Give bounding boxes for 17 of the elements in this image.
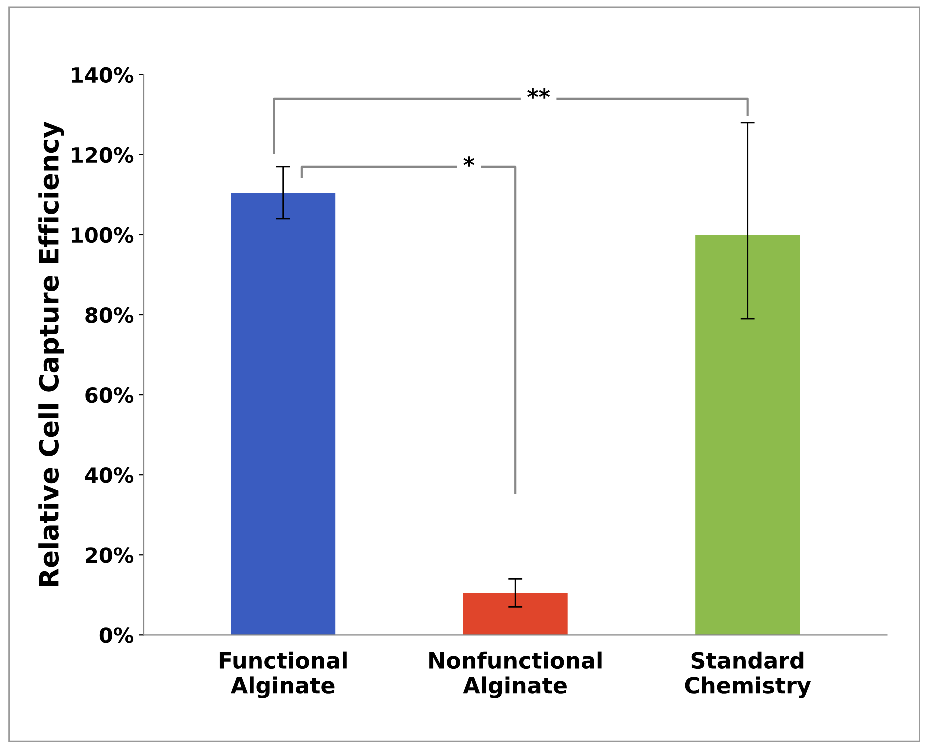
y-tick-label: 80%: [86, 307, 134, 324]
y-tick-label: 20%: [86, 548, 134, 564]
y-axis-title: Relative Cell Capture Efficiency: [38, 122, 64, 586]
bar: [463, 593, 568, 636]
x-tick-label: Functional Alginate: [220, 652, 347, 698]
y-tick-label: 120%: [72, 147, 134, 164]
bar: [231, 192, 336, 636]
x-tick-label: Nonfunctional Alginate: [430, 652, 602, 698]
annotation: **: [528, 88, 550, 99]
y-tick-label: 40%: [85, 468, 134, 484]
y-tick-label: 0%: [100, 628, 134, 644]
x-tick-label: Standard Chemistry: [685, 652, 812, 698]
y-tick-label: 100%: [72, 227, 134, 244]
annotation: *: [464, 156, 475, 167]
bar: [696, 234, 800, 636]
y-tick-label: 60%: [86, 387, 134, 404]
y-tick-label: 140%: [72, 67, 134, 84]
